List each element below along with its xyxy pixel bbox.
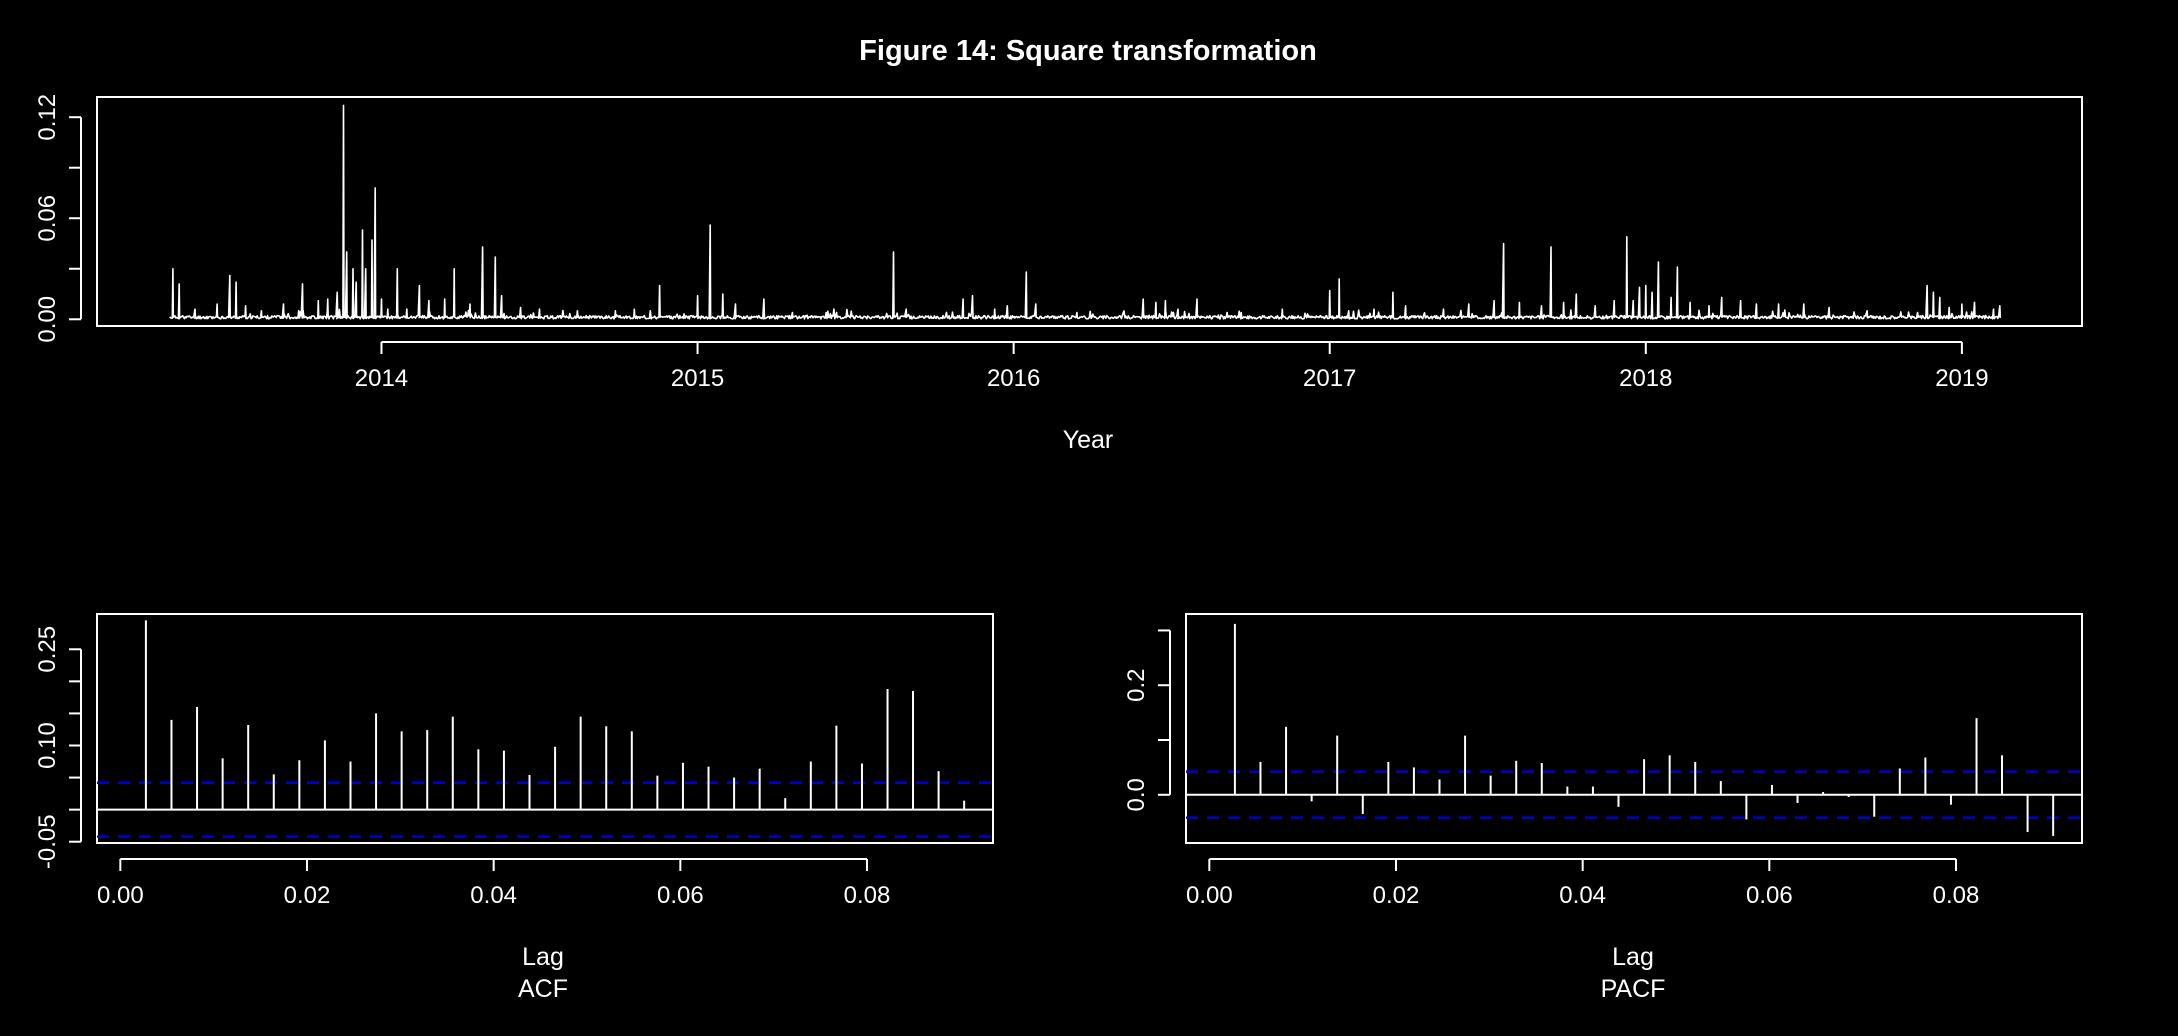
- pacf-x-tick-label: 0.00: [1186, 882, 1233, 909]
- acf-x-tick-label: 0.02: [284, 882, 331, 909]
- pacf-y-tick-label: 0.2: [1123, 669, 1150, 702]
- series-y-tick-label: 0.00: [34, 296, 61, 343]
- series-x-tick-label: 2014: [355, 365, 408, 392]
- pacf-x-tick-label: 0.08: [1933, 882, 1980, 909]
- acf-plot-frame: [96, 613, 994, 844]
- acf-x-tick-label: 0.00: [97, 882, 144, 909]
- pacf-y-tick-label: 0.0: [1123, 778, 1150, 811]
- series-y-tick-label: 0.12: [34, 94, 61, 141]
- series-x-tick-label: 2019: [1935, 365, 1988, 392]
- acf-xlabel: Lag: [522, 943, 564, 971]
- series-xlabel: Year: [1063, 426, 1114, 454]
- acf-y-tick-label: 0.25: [34, 626, 61, 673]
- acf-x-tick-label: 0.06: [657, 882, 704, 909]
- pacf-xlabel: Lag: [1612, 943, 1654, 971]
- series-x-tick-label: 2015: [671, 365, 724, 392]
- series-plot-frame: [96, 96, 2083, 327]
- acf-panel: Lag ACF 0.00 0.02 0.04 0.06 0.08 -0.05 0.10 0.2…: [34, 613, 994, 1003]
- series-x-tick-label: 2018: [1619, 365, 1672, 392]
- pacf-caption: PACF: [1601, 975, 1666, 1003]
- acf-x-tick-label: 0.08: [844, 882, 891, 909]
- series-line: [169, 104, 2002, 320]
- figure-title: Figure 14: Square transformation: [859, 35, 1317, 67]
- pacf-panel: Lag PACF 0.00 0.02 0.04 0.06 0.08 0.0 0.2: [1123, 613, 2083, 1003]
- acf-x-tick-label: 0.04: [470, 882, 517, 909]
- time-series-panel: Year 2014 2015 2016 2017 2018 2019 0.00 0.06 0.1…: [34, 94, 2083, 454]
- series-y-tick-label: 0.06: [34, 195, 61, 242]
- pacf-x-tick-label: 0.06: [1746, 882, 1793, 909]
- pacf-x-tick-label: 0.02: [1373, 882, 1420, 909]
- acf-y-tick-label: -0.05: [34, 814, 61, 869]
- acf-y-tick-label: 0.10: [34, 722, 61, 769]
- pacf-plot-frame: [1185, 613, 2083, 844]
- series-x-tick-label: 2016: [987, 365, 1040, 392]
- series-x-tick-label: 2017: [1303, 365, 1356, 392]
- acf-caption: ACF: [518, 975, 568, 1003]
- pacf-x-tick-label: 0.04: [1559, 882, 1606, 909]
